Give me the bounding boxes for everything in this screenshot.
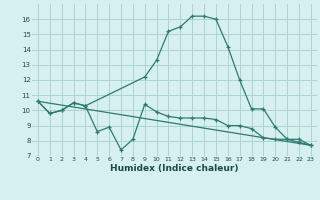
X-axis label: Humidex (Indice chaleur): Humidex (Indice chaleur) bbox=[110, 164, 239, 173]
